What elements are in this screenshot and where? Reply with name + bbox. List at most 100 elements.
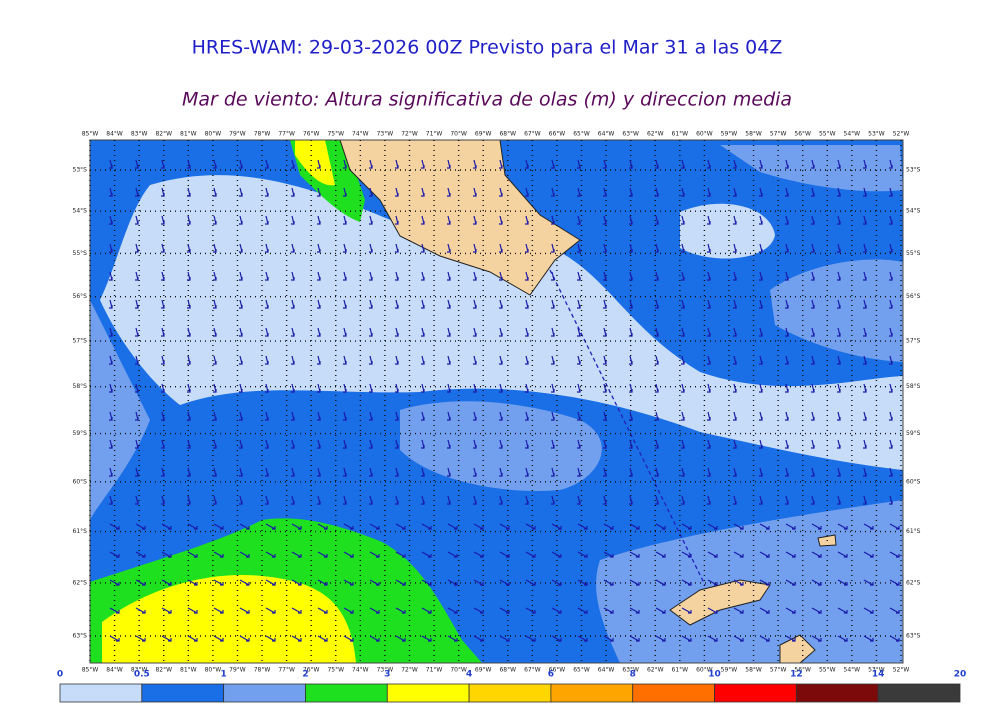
wave-arrow [395, 327, 399, 337]
wave-arrow [681, 215, 685, 225]
lon-label: 53°W [868, 131, 885, 138]
wave-arrow [863, 635, 874, 642]
wave-arrow [369, 411, 373, 421]
wave-arrow [603, 467, 607, 477]
wave-arrow [681, 243, 685, 253]
wave-arrow [759, 187, 763, 197]
wave-arrow [655, 383, 659, 393]
wave-arrow [421, 355, 425, 365]
wave-arrow [811, 243, 815, 253]
colorbar-label: 6 [548, 670, 554, 680]
wave-arrow [733, 523, 744, 530]
wave-arrow [525, 411, 529, 421]
wave-arrow [213, 635, 224, 642]
wave-arrow [889, 551, 900, 558]
wave-arrow [655, 523, 666, 530]
wave-arrow [499, 439, 503, 449]
wave-arrow [447, 411, 451, 421]
wave-arrow [863, 607, 874, 614]
wave-arrow [681, 607, 692, 614]
lon-label: 79°W [229, 131, 246, 138]
wave-arrow [707, 327, 711, 337]
wave-arrow [551, 271, 555, 281]
wave-arrow [109, 411, 113, 421]
wave-arrow [135, 327, 139, 337]
wave-arrow [577, 215, 581, 225]
wave-arrow [785, 243, 789, 253]
wave-arrow [499, 551, 510, 558]
colorbar-swatch [223, 683, 306, 703]
wave-arrow [603, 523, 614, 530]
lon-label: 52°W [893, 131, 910, 138]
wave-arrow [811, 187, 815, 197]
wave-arrow [603, 607, 614, 614]
wave-arrow [109, 271, 113, 281]
wave-arrow [343, 187, 347, 197]
wave-arrow [499, 187, 503, 197]
wave-arrow [785, 495, 789, 505]
lon-label: 54°W [844, 131, 861, 138]
land [669, 579, 771, 626]
wave-arrow [577, 411, 581, 421]
wave-arrow [187, 383, 191, 393]
wave-arrow [837, 383, 841, 393]
wave-arrow [369, 467, 373, 477]
wave-arrow [161, 579, 172, 586]
lon-label: 84°W [106, 667, 123, 674]
lon-label: 72°W [401, 667, 418, 674]
wave-arrow [837, 159, 841, 169]
wave-arrow [343, 327, 347, 337]
wave-arrow [733, 551, 744, 558]
lon-label: 70°W [450, 667, 467, 674]
wave-arrow [343, 383, 347, 393]
wave-arrow [629, 159, 633, 169]
wave-arrow [499, 215, 503, 225]
wave-arrow [213, 327, 217, 337]
wave-arrow [629, 439, 633, 449]
wave-arrow [655, 495, 659, 505]
wave-arrow [265, 383, 269, 393]
wave-arrow [499, 327, 503, 337]
wave-arrow [759, 495, 763, 505]
wave-arrow [343, 355, 347, 365]
wave-arrow [161, 383, 165, 393]
wave-arrow [265, 327, 269, 337]
wave-arrow [733, 243, 737, 253]
wave-arrow [629, 635, 640, 642]
wave-arrow [213, 467, 217, 477]
wave-arrow [239, 523, 250, 530]
wave-arrow [629, 523, 640, 530]
wave-arrow [811, 523, 822, 530]
lon-label: 58°W [745, 131, 762, 138]
wave-arrow [369, 635, 380, 642]
lon-label: 85°W [82, 667, 99, 674]
wave-arrow [551, 411, 555, 421]
lon-label: 74°W [352, 667, 369, 674]
wave-arrow [681, 635, 692, 642]
wave-arrow [343, 579, 354, 586]
wave-arrow [135, 159, 139, 169]
lon-label: 79°W [229, 667, 246, 674]
wave-arrow [863, 159, 867, 169]
lon-label: 58°W [745, 667, 762, 674]
wave-arrow [265, 495, 269, 505]
wave-arrow [863, 299, 867, 309]
wave-arrow [317, 243, 321, 253]
wave-arrow [161, 355, 165, 365]
wave-arrow [681, 411, 685, 421]
wave-arrow [447, 439, 451, 449]
wave-arrow [395, 607, 406, 614]
wave-arrow [109, 523, 120, 530]
wave-arrow [499, 411, 503, 421]
wave-arrow [239, 495, 243, 505]
wave-arrow [473, 383, 477, 393]
wave-arrow [421, 243, 425, 253]
colorbar-swatch [386, 683, 470, 703]
wave-arrow [889, 635, 900, 642]
wave-arrow [213, 215, 217, 225]
wave-arrow [811, 579, 822, 586]
wave-arrow [863, 243, 867, 253]
wave-arrow [135, 467, 139, 477]
wave-arrow [239, 215, 243, 225]
wave-arrow [889, 215, 893, 225]
